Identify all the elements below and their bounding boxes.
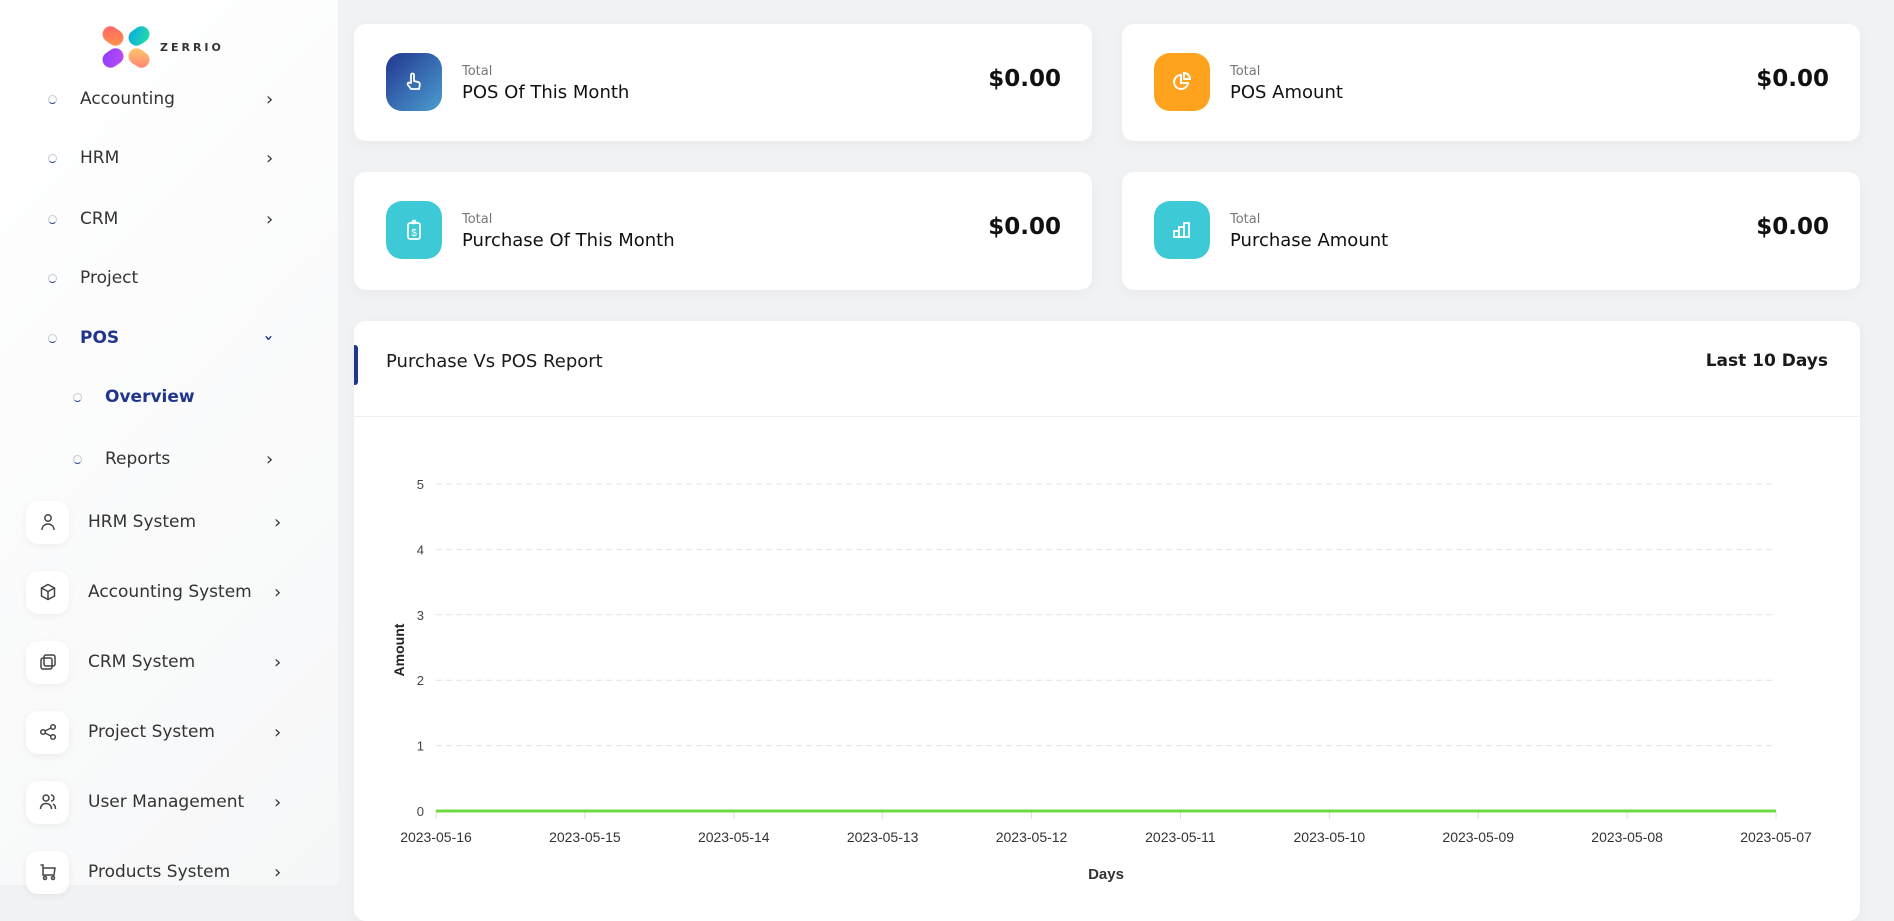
stat-amount: $0.00 <box>988 66 1061 92</box>
y-tick-label: 3 <box>417 608 424 623</box>
stat-amount: $0.00 <box>1756 66 1829 92</box>
sidebar-item-label: HRM <box>80 148 120 168</box>
sidebar-item-label: Accounting <box>80 89 175 109</box>
x-tick-label: 2023-05-16 <box>400 829 472 845</box>
x-tick-label: 2023-05-10 <box>1294 829 1366 845</box>
pointer-hand-icon <box>386 53 442 111</box>
stat-amount: $0.00 <box>1756 214 1829 240</box>
x-axis-label: Days <box>1088 866 1124 883</box>
sidebar-item-accounting-system[interactable]: Accounting System › <box>0 570 338 614</box>
sidebar-item-label: POS <box>80 328 120 348</box>
accent-bar <box>354 345 358 385</box>
sidebar-item-label: CRM <box>80 209 119 229</box>
bullet-icon <box>48 94 57 104</box>
chevron-right-icon: › <box>266 208 274 230</box>
chevron-right-icon: › <box>274 791 282 813</box>
stat-card-pos-this-month: Total POS Of This Month $0.00 <box>354 24 1092 141</box>
y-tick-label: 4 <box>417 542 424 557</box>
chevron-right-icon: › <box>274 861 282 883</box>
sidebar-subitem-overview[interactable]: Overview <box>0 377 338 417</box>
chevron-right-icon: › <box>266 88 274 110</box>
stat-card-pos-amount: Total POS Amount $0.00 <box>1122 24 1860 141</box>
stat-title: POS Amount <box>1230 82 1343 103</box>
x-tick-label: 2023-05-14 <box>698 829 770 845</box>
chevron-right-icon: › <box>274 581 282 603</box>
share-icon <box>26 710 69 754</box>
x-tick-label: 2023-05-13 <box>847 829 919 845</box>
stat-card-purchase-amount: Total Purchase Amount $0.00 <box>1122 172 1860 290</box>
x-tick-label: 2023-05-12 <box>996 829 1068 845</box>
bullet-icon <box>48 153 57 163</box>
logo[interactable]: ZERRIO <box>100 26 224 68</box>
x-tick-label: 2023-05-08 <box>1591 829 1663 845</box>
stat-card-purchase-this-month: $ Total Purchase Of This Month $0.00 <box>354 172 1092 290</box>
sidebar-item-project-system[interactable]: Project System › <box>0 710 338 754</box>
sidebar-item-label: Reports <box>105 449 171 469</box>
sidebar-item-label: Project System <box>88 722 215 742</box>
sidebar-item-label: User Management <box>88 792 245 812</box>
chevron-right-icon: › <box>266 448 274 470</box>
sidebar-item-crm-system[interactable]: CRM System › <box>0 640 338 684</box>
clipboard-dollar-icon: $ <box>386 201 442 259</box>
y-tick-label: 2 <box>417 673 424 688</box>
x-tick-label: 2023-05-07 <box>1740 829 1812 845</box>
bullet-icon <box>48 333 57 343</box>
chevron-right-icon: › <box>274 511 282 533</box>
chevron-right-icon: › <box>266 147 274 169</box>
chart-title: Purchase Vs POS Report <box>386 351 603 372</box>
sidebar-item-label: Products System <box>88 862 231 882</box>
sidebar-item-label: Accounting System <box>88 582 252 602</box>
sidebar-item-label: HRM System <box>88 512 197 532</box>
pie-chart-icon <box>1154 53 1210 111</box>
bar-chart-icon <box>1154 201 1210 259</box>
bullet-icon <box>48 214 57 224</box>
sidebar-item-user-management[interactable]: User Management › <box>0 780 338 824</box>
layers-icon <box>26 640 69 684</box>
user-icon <box>26 500 69 544</box>
svg-text:$: $ <box>411 228 417 239</box>
users-icon <box>26 780 69 824</box>
sidebar-item-accounting[interactable]: Accounting › <box>0 79 338 119</box>
bullet-icon <box>73 454 82 464</box>
sidebar-item-label: CRM System <box>88 652 196 672</box>
sidebar-subitem-reports[interactable]: Reports › <box>0 439 338 479</box>
chart: 0 1 2 3 4 5 2023-05-16 2023-05-15 2023-05-14 202… <box>391 477 1812 883</box>
y-tick-label: 1 <box>417 739 424 754</box>
stat-title: Purchase Amount <box>1230 230 1389 251</box>
bullet-icon <box>48 273 57 283</box>
chevron-right-icon: › <box>274 721 282 743</box>
stat-amount: $0.00 <box>988 214 1061 240</box>
y-tick-label: 5 <box>417 477 424 492</box>
sidebar-item-pos[interactable]: POS › <box>0 318 338 358</box>
bullet-icon <box>73 392 82 402</box>
stat-sub-label: Total <box>1230 64 1261 79</box>
purchase-vs-pos-card: Purchase Vs POS Report Last 10 Days <box>354 321 1860 921</box>
stat-sub-label: Total <box>1230 212 1261 227</box>
brand-name: ZERRIO <box>160 40 224 54</box>
stat-title: POS Of This Month <box>462 82 630 103</box>
sidebar-item-hrm-system[interactable]: HRM System › <box>0 500 338 544</box>
stat-sub-label: Total <box>462 212 493 227</box>
stat-sub-label: Total <box>462 64 493 79</box>
chart-header: Purchase Vs POS Report Last 10 Days <box>354 321 1860 417</box>
sidebar-item-project[interactable]: Project <box>0 258 338 298</box>
x-tick-label: 2023-05-15 <box>549 829 621 845</box>
box-icon <box>26 570 69 614</box>
stat-title: Purchase Of This Month <box>462 230 675 251</box>
range-selector[interactable]: Last 10 Days <box>1705 351 1828 371</box>
sidebar-item-hrm[interactable]: HRM › <box>0 138 338 178</box>
sidebar-item-crm[interactable]: CRM › <box>0 199 338 239</box>
sidebar-item-label: Project <box>80 268 139 288</box>
zerrio-logo-icon <box>102 26 150 68</box>
sidebar: ZERRIO Accounting › HRM › CRM › Project … <box>0 0 338 894</box>
x-tick-label: 2023-05-09 <box>1442 829 1514 845</box>
chevron-right-icon: › <box>274 651 282 673</box>
y-axis-label: Amount <box>391 623 407 676</box>
sidebar-item-label: Overview <box>105 387 195 407</box>
y-tick-label: 0 <box>417 804 424 819</box>
x-tick-label: 2023-05-11 <box>1145 829 1216 845</box>
